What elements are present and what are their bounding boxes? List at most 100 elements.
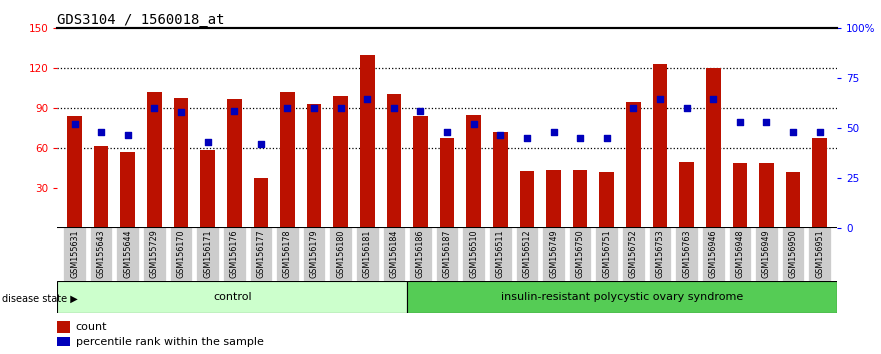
Bar xyxy=(706,68,721,228)
Text: GSM156179: GSM156179 xyxy=(309,230,319,278)
Bar xyxy=(174,98,189,228)
Bar xyxy=(147,92,162,228)
Bar xyxy=(729,227,751,281)
Text: control: control xyxy=(213,292,252,302)
Point xyxy=(387,105,401,111)
Point xyxy=(600,135,614,141)
Bar xyxy=(679,162,694,228)
Point xyxy=(467,121,481,127)
Bar xyxy=(440,138,455,228)
Text: GSM156751: GSM156751 xyxy=(603,230,611,278)
Text: GSM156946: GSM156946 xyxy=(708,230,718,278)
Text: GDS3104 / 1560018_at: GDS3104 / 1560018_at xyxy=(57,13,225,27)
Point xyxy=(227,108,241,114)
Text: GSM156180: GSM156180 xyxy=(337,230,345,278)
Bar xyxy=(57,337,70,347)
Text: GSM156510: GSM156510 xyxy=(470,230,478,278)
Bar xyxy=(786,172,800,228)
Point xyxy=(733,119,747,125)
Bar xyxy=(409,227,432,281)
Bar xyxy=(116,227,139,281)
Bar xyxy=(57,321,70,333)
Text: GSM156171: GSM156171 xyxy=(204,230,212,278)
Point xyxy=(546,130,560,135)
Text: percentile rank within the sample: percentile rank within the sample xyxy=(76,337,263,347)
Text: GSM156181: GSM156181 xyxy=(363,230,372,278)
Text: GSM156749: GSM156749 xyxy=(549,230,558,278)
Text: GSM156949: GSM156949 xyxy=(762,230,771,278)
Bar xyxy=(407,281,837,313)
Bar xyxy=(759,163,774,228)
Text: GSM156512: GSM156512 xyxy=(522,230,531,278)
Point xyxy=(626,105,640,111)
Bar xyxy=(755,227,778,281)
Bar xyxy=(170,227,192,281)
Point xyxy=(440,130,455,135)
Bar xyxy=(121,152,135,228)
Bar xyxy=(94,145,108,228)
Bar xyxy=(356,227,379,281)
Point xyxy=(201,139,215,144)
Bar xyxy=(333,96,348,228)
Bar xyxy=(599,172,614,228)
Bar xyxy=(573,170,588,228)
Text: disease state ▶: disease state ▶ xyxy=(2,294,78,304)
Bar xyxy=(648,227,671,281)
Bar xyxy=(200,150,215,228)
Bar xyxy=(382,227,405,281)
Point xyxy=(254,142,268,147)
Text: GSM155631: GSM155631 xyxy=(70,230,79,278)
Text: GSM156187: GSM156187 xyxy=(442,230,452,278)
Point xyxy=(812,130,826,135)
Point xyxy=(413,108,427,114)
Text: insulin-resistant polycystic ovary syndrome: insulin-resistant polycystic ovary syndr… xyxy=(501,292,744,302)
Bar xyxy=(280,92,295,228)
Bar xyxy=(676,227,698,281)
Text: GSM156184: GSM156184 xyxy=(389,230,398,278)
Text: GSM156178: GSM156178 xyxy=(283,230,292,278)
Point xyxy=(493,132,507,138)
Point xyxy=(360,96,374,102)
Bar xyxy=(489,227,512,281)
Bar xyxy=(276,227,299,281)
Point xyxy=(147,105,161,111)
Point xyxy=(520,135,534,141)
Bar xyxy=(569,227,591,281)
Bar xyxy=(812,138,827,228)
Bar xyxy=(67,116,82,228)
Bar xyxy=(90,227,113,281)
Text: count: count xyxy=(76,322,107,332)
Bar xyxy=(515,227,538,281)
Bar xyxy=(303,227,325,281)
Text: GSM156750: GSM156750 xyxy=(575,230,585,278)
Point xyxy=(307,105,321,111)
Bar xyxy=(387,94,401,228)
Bar xyxy=(307,104,322,228)
Bar xyxy=(626,102,640,228)
Bar xyxy=(466,115,481,228)
Bar xyxy=(732,163,747,228)
Bar xyxy=(520,171,534,228)
Point xyxy=(786,130,800,135)
Bar xyxy=(360,55,374,228)
Bar xyxy=(622,227,645,281)
Text: GSM156511: GSM156511 xyxy=(496,230,505,278)
Bar xyxy=(653,64,667,228)
Bar xyxy=(413,116,428,228)
Bar xyxy=(542,227,565,281)
Bar xyxy=(781,227,804,281)
Bar xyxy=(249,227,272,281)
Bar xyxy=(546,170,561,228)
Bar xyxy=(463,227,485,281)
Bar xyxy=(702,227,724,281)
Text: GSM156170: GSM156170 xyxy=(176,230,186,278)
Point xyxy=(653,96,667,102)
Bar xyxy=(63,227,85,281)
Bar xyxy=(596,227,618,281)
Bar xyxy=(196,227,218,281)
Bar xyxy=(227,99,241,228)
Bar xyxy=(329,227,352,281)
Bar xyxy=(57,281,407,313)
Bar xyxy=(436,227,458,281)
Point xyxy=(679,105,693,111)
